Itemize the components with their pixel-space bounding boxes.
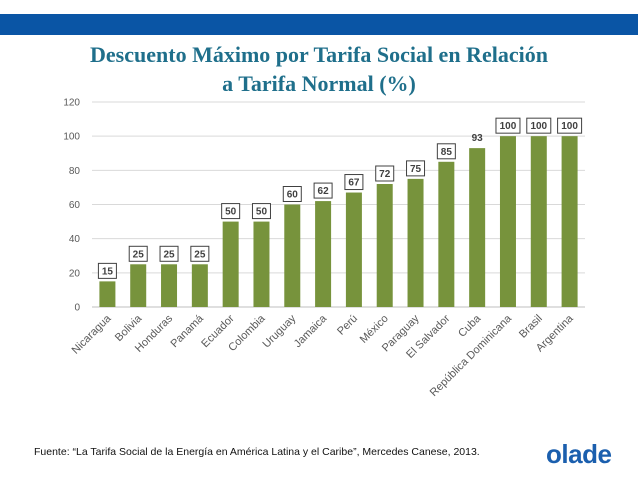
y-tick-label: 20 xyxy=(69,268,81,279)
data-label-box xyxy=(526,117,552,134)
y-tick-label: 120 xyxy=(63,98,80,109)
title-line-1: Descuento Máximo por Tarifa Social en Re… xyxy=(90,42,548,67)
bar xyxy=(469,148,486,307)
data-label-box xyxy=(344,174,364,191)
data-label-box xyxy=(436,143,456,160)
top-banner xyxy=(0,14,638,35)
data-label: 100 xyxy=(530,121,547,132)
title-line-2: a Tarifa Normal (%) xyxy=(222,71,416,96)
data-label-box xyxy=(97,262,117,279)
bar xyxy=(345,192,362,307)
data-label: 62 xyxy=(318,186,330,197)
data-label: 60 xyxy=(287,190,299,201)
data-label: 85 xyxy=(441,147,453,158)
data-label-box xyxy=(190,245,210,262)
data-label-box xyxy=(375,165,395,182)
source-note: Fuente: “La Tarifa Social de la Energía … xyxy=(34,446,480,458)
data-label: 100 xyxy=(500,121,517,132)
bar xyxy=(191,264,208,307)
bar xyxy=(222,221,239,307)
bar xyxy=(438,161,455,307)
bar xyxy=(161,264,178,307)
y-tick-label: 60 xyxy=(69,200,81,211)
bar xyxy=(130,264,147,307)
data-label: 67 xyxy=(348,178,360,189)
category-label: Nicaragua xyxy=(70,312,115,357)
data-label-box xyxy=(251,203,271,220)
category-label: Brasil xyxy=(517,313,545,341)
data-label: 75 xyxy=(410,164,422,175)
data-label-box xyxy=(128,245,148,262)
data-label-box xyxy=(282,186,302,202)
data-label-box xyxy=(313,182,333,199)
y-axis: 0 20 40 60 80 100 120 xyxy=(63,98,80,314)
category-label: Uruguay xyxy=(261,312,299,350)
data-label-box xyxy=(159,245,179,262)
y-tick-label: 0 xyxy=(74,303,80,314)
category-label: Perú xyxy=(335,313,360,338)
data-label: 50 xyxy=(256,207,268,218)
bar xyxy=(407,178,424,307)
y-tick-label: 40 xyxy=(69,234,81,245)
bar xyxy=(284,204,301,307)
x-axis: Nicaragua BoliviaHondurasPanamáEcuadorCol… xyxy=(70,312,577,399)
data-label: 25 xyxy=(163,249,175,260)
olade-logo: olade xyxy=(546,439,612,469)
data-label: 100 xyxy=(561,121,578,132)
bar xyxy=(99,281,116,307)
bar xyxy=(253,221,270,307)
chart-title: Descuento Máximo por Tarifa Social en Re… xyxy=(0,40,638,98)
data-label: 50 xyxy=(225,207,237,218)
data-label: 93 xyxy=(472,133,484,144)
bar xyxy=(376,184,393,307)
data-label: 72 xyxy=(379,169,391,180)
data-label-box xyxy=(221,203,241,220)
bar xyxy=(561,136,578,307)
category-label: Cuba xyxy=(456,312,484,340)
y-tick-label: 80 xyxy=(69,166,81,177)
data-labels: 15 25 25 25 50 50 60 62 67 72 75 85 93 100 100 100 xyxy=(97,117,583,279)
bar xyxy=(315,201,332,307)
data-label-box xyxy=(557,117,583,134)
data-label: 25 xyxy=(133,249,145,260)
data-label: 25 xyxy=(194,249,206,260)
bars xyxy=(99,136,578,307)
category-label: Jamaica xyxy=(292,312,330,350)
data-label-box xyxy=(406,160,426,177)
data-label-box xyxy=(495,117,521,134)
bar xyxy=(530,136,547,307)
data-label: 15 xyxy=(102,266,114,277)
y-tick-label: 100 xyxy=(63,132,80,143)
bar xyxy=(499,136,516,307)
